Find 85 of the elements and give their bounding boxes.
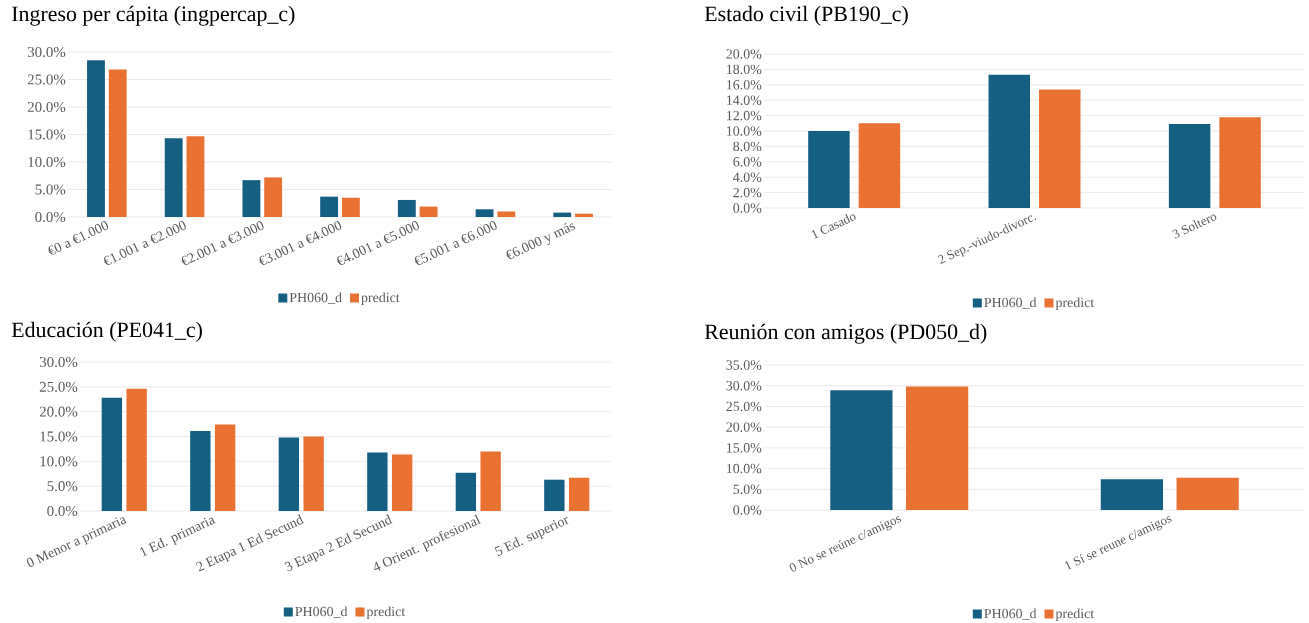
y-tick-label: 30.0% [726,380,762,391]
y-tick-label: 2.0% [733,187,762,198]
y-tick-label: 35.0% [726,360,762,370]
y-tick-label: 20.0% [726,49,762,59]
legend-label: predict [361,292,400,306]
y-tick-label: 30.0% [27,46,66,58]
chart-title: Estado civil (PB190_c) [704,5,908,26]
bar [391,454,413,511]
y-tick-label: 30.0% [39,356,78,368]
legend-label: predict [1055,297,1095,311]
y-tick-label: 10.0% [727,126,762,136]
y-tick-label: 6.0% [733,157,762,167]
bar [108,69,127,217]
y-tick-label: 25.0% [726,401,762,412]
chart-title: Educación (PE041_c) [11,321,202,342]
chart-title: Reunión con amigos (PD050_d) [704,323,987,344]
y-tick-label: 20.0% [27,101,66,113]
bar [186,136,205,217]
y-tick-label: 15.0% [40,431,78,442]
y-tick-label: 8.0% [733,141,762,152]
legend-label: PH060_d [289,292,342,304]
bar [1100,479,1163,510]
chart-title: Ingreso per cápita (ingpercap_c) [12,5,295,26]
bar [367,452,388,511]
bar [320,196,339,217]
legend-label: PH060_d [984,297,1037,309]
bar [1039,89,1081,208]
y-tick-label: 10.0% [727,463,762,474]
y-tick-label: 0.0% [733,203,762,213]
y-tick-label: 4.0% [733,172,762,182]
bar [988,74,1030,208]
y-tick-label: 5.0% [35,184,66,195]
y-tick-label: 20.0% [39,406,78,417]
y-tick-label: 20.0% [726,422,762,432]
bar [906,386,969,510]
y-tick-label: 5.0% [733,484,762,495]
legend-label: predict [1055,608,1095,622]
bar [544,479,565,511]
bar [553,212,572,217]
bar [341,197,360,217]
bar [278,437,300,511]
y-tick-label: 5.0% [47,481,78,492]
bar [303,436,324,511]
bar [568,477,590,511]
bar [455,472,477,511]
bar [87,60,105,217]
bar [858,123,901,208]
bar [190,431,211,511]
legend-label: PH060_d [295,606,348,618]
bar [497,211,516,217]
bar [214,424,236,511]
y-tick-label: 12.0% [727,110,762,121]
legend-label: PH060_d [984,608,1037,620]
bar [164,138,183,217]
bar [242,180,261,217]
bar [1168,124,1211,208]
x-tick-label: 3 Soltero [1172,214,1217,239]
bar [1219,117,1261,208]
x-tick-label: 1 Casado [811,214,856,239]
x-tick-label: €0 a €1.000 [48,221,109,255]
bar [101,397,123,511]
y-tick-label: 0.0% [35,211,66,223]
y-tick-label: 18.0% [727,64,762,75]
bar [419,206,438,217]
bar [475,209,494,217]
y-tick-label: 14.0% [727,95,762,105]
y-tick-label: 25.0% [27,74,66,85]
y-tick-label: 10.0% [28,156,66,168]
bar [480,451,501,511]
y-tick-label: 25.0% [39,381,78,392]
y-tick-label: 0.0% [47,505,78,517]
bar [830,390,893,510]
y-tick-label: 15.0% [727,443,762,453]
bar [126,388,147,511]
legend-label: predict [366,606,406,620]
bar [575,213,593,217]
y-tick-label: 16.0% [727,80,762,90]
y-tick-label: 15.0% [28,129,66,140]
bar [397,199,416,217]
bar [264,177,283,217]
y-tick-label: 10.0% [40,456,78,467]
x-tick-label: €6.000 y más [506,222,576,259]
y-tick-label: 0.0% [733,505,762,515]
bar [808,131,850,208]
bar [1176,477,1239,510]
